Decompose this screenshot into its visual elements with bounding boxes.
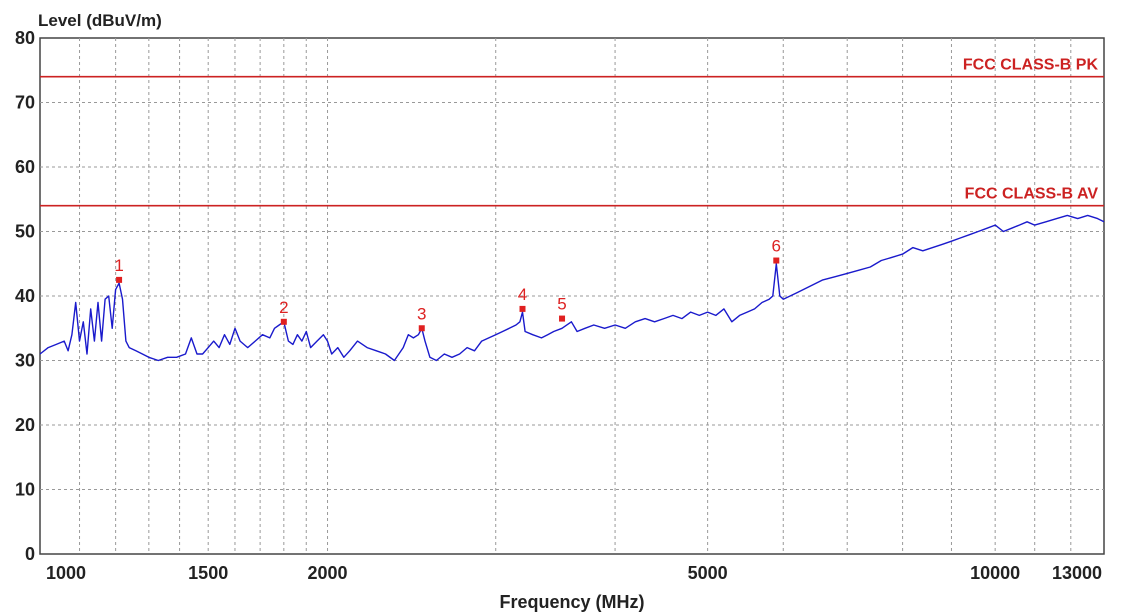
marker-label: 4 bbox=[518, 285, 527, 304]
x-tick-label: 1000 bbox=[46, 563, 86, 583]
limit-line-label: FCC CLASS-B PK bbox=[963, 57, 1099, 74]
y-tick-label: 10 bbox=[15, 480, 35, 500]
y-tick-label: 20 bbox=[15, 415, 35, 435]
y-tick-label: 80 bbox=[15, 28, 35, 48]
marker-point bbox=[280, 318, 287, 325]
y-tick-label: 0 bbox=[25, 544, 35, 564]
x-tick-label: 1500 bbox=[188, 563, 228, 583]
y-tick-label: 40 bbox=[15, 286, 35, 306]
marker-label: 2 bbox=[279, 298, 288, 317]
y-tick-label: 30 bbox=[15, 351, 35, 371]
x-tick-label: 2000 bbox=[308, 563, 348, 583]
marker-point bbox=[773, 257, 780, 264]
x-tick-label: 5000 bbox=[688, 563, 728, 583]
series-layer bbox=[39, 214, 1105, 362]
marker-label: 1 bbox=[114, 256, 123, 275]
plot-area bbox=[39, 37, 1105, 555]
x-tick-labels: 1000 1500 2000 5000 10000 13000 bbox=[46, 563, 1102, 583]
limit-lines: FCC CLASS-B PK FCC CLASS-B AV bbox=[40, 57, 1104, 207]
x-tick-label: 13000 bbox=[1052, 563, 1102, 583]
markers: 1 2 3 4 5 6 bbox=[114, 237, 781, 332]
marker-label: 3 bbox=[417, 304, 426, 323]
y-tick-label: 60 bbox=[15, 157, 35, 177]
limit-line-label: FCC CLASS-B AV bbox=[965, 186, 1099, 203]
grid-lines bbox=[40, 38, 1104, 554]
y-tick-labels: 0 10 20 30 40 50 60 70 80 bbox=[15, 28, 35, 564]
marker-label: 6 bbox=[772, 237, 781, 256]
x-tick-label: 10000 bbox=[970, 563, 1020, 583]
y-tick-label: 70 bbox=[15, 93, 35, 113]
marker-point bbox=[519, 305, 526, 312]
series-line bbox=[39, 214, 1105, 362]
y-axis-label: Level (dBuV/m) bbox=[38, 11, 162, 30]
y-tick-label: 50 bbox=[15, 222, 35, 242]
marker-point bbox=[418, 325, 425, 332]
x-axis-label: Frequency (MHz) bbox=[499, 592, 644, 612]
marker-point bbox=[116, 276, 123, 283]
marker-point bbox=[559, 315, 566, 322]
marker-label: 5 bbox=[557, 295, 566, 314]
